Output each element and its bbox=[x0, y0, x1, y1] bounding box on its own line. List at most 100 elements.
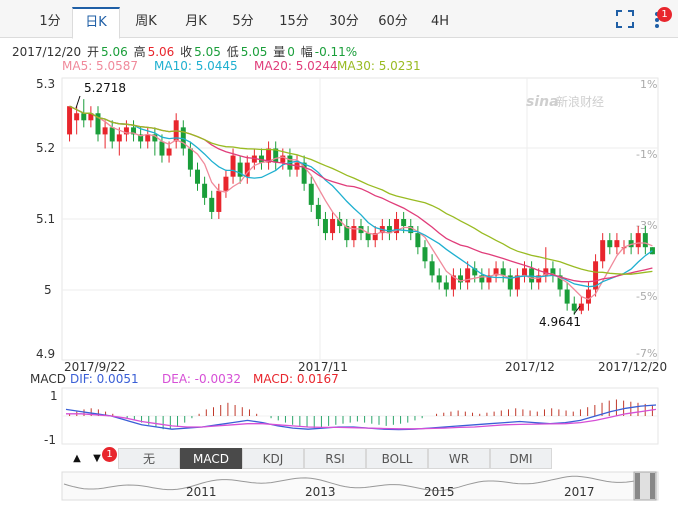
indicator-badge: 1 bbox=[102, 447, 117, 462]
candle-body bbox=[330, 219, 336, 234]
y-tick-5.1: 5.1 bbox=[36, 212, 55, 226]
candle-body bbox=[337, 219, 343, 227]
candle-body bbox=[266, 148, 272, 163]
sina-logo-mark: sina bbox=[526, 94, 559, 110]
dea-line bbox=[66, 408, 657, 430]
change-value: -0.11% bbox=[314, 45, 358, 59]
candle-body bbox=[450, 275, 456, 290]
indicator-rsi[interactable]: RSI bbox=[304, 448, 366, 469]
y-tick-4.9: 4.9 bbox=[36, 347, 55, 361]
candle-body bbox=[74, 113, 80, 121]
pct-tick-m1: -1% bbox=[636, 148, 657, 161]
indicator-boll[interactable]: BOLL bbox=[366, 448, 428, 469]
indicator-kdj[interactable]: KDJ bbox=[242, 448, 304, 469]
macd-tick-1: 1 bbox=[50, 389, 58, 403]
candle-body bbox=[514, 275, 520, 290]
candle-body bbox=[258, 155, 264, 163]
tab-30min[interactable]: 30分 bbox=[329, 14, 359, 29]
macd-tick-m1: -1 bbox=[44, 433, 56, 447]
candle-body bbox=[401, 219, 407, 227]
ma10-value: MA10: 5.0445 bbox=[154, 59, 238, 73]
low-value: 5.05 bbox=[240, 45, 268, 59]
candle-body bbox=[628, 240, 634, 248]
nav-label-2017: 2017 bbox=[564, 485, 595, 499]
navigator-handle-right[interactable] bbox=[650, 473, 655, 499]
candle-body bbox=[301, 162, 307, 184]
candle-body bbox=[649, 247, 655, 255]
candle-body bbox=[230, 155, 236, 177]
candle-body bbox=[465, 268, 471, 283]
candle-body bbox=[351, 226, 357, 241]
ma20-value: MA20: 5.0244 bbox=[254, 59, 338, 73]
macd-lines bbox=[65, 404, 657, 431]
candle-body bbox=[386, 226, 392, 234]
tab-1min[interactable]: 1分 bbox=[39, 14, 61, 29]
fullscreen-icon[interactable] bbox=[615, 10, 635, 30]
tab-4h[interactable]: 4H bbox=[430, 14, 450, 29]
tab-weekly-k[interactable]: 周K bbox=[135, 14, 157, 29]
candle-body bbox=[500, 268, 506, 276]
candle-body bbox=[593, 261, 599, 290]
indicator-none[interactable]: 无 bbox=[118, 448, 180, 469]
ma-legend: MA5: 5.0587 MA10: 5.0445 MA20: 5.0244 MA… bbox=[0, 59, 678, 75]
candle-body bbox=[365, 233, 371, 241]
candle-body bbox=[116, 134, 122, 142]
candle-body bbox=[493, 268, 499, 276]
x-label-end: 2017/12/20 bbox=[598, 360, 667, 374]
macd-value: MACD: 0.0167 bbox=[253, 372, 339, 386]
macd-histogram bbox=[69, 399, 653, 430]
candle-body bbox=[344, 226, 350, 241]
indicator-macd[interactable]: MACD bbox=[180, 448, 242, 469]
high-label: 高 bbox=[133, 45, 146, 59]
candle-body bbox=[166, 148, 172, 156]
candle-body bbox=[216, 190, 222, 212]
candle-body bbox=[159, 141, 165, 156]
nav-label-2013: 2013 bbox=[305, 485, 336, 499]
open-value: 5.06 bbox=[101, 45, 128, 59]
move-down-button[interactable]: ▼ bbox=[93, 453, 101, 464]
nav-label-2011: 2011 bbox=[186, 485, 217, 499]
candle-body bbox=[571, 303, 577, 311]
tab-daily-k[interactable]: 日K bbox=[72, 7, 120, 39]
candle-body bbox=[131, 127, 137, 135]
candle-body bbox=[607, 240, 613, 248]
navigator-handle-left[interactable] bbox=[635, 473, 640, 499]
indicator-wr[interactable]: WR bbox=[428, 448, 490, 469]
candle-body bbox=[443, 282, 449, 290]
pct-tick-m7: -7% bbox=[636, 347, 657, 360]
date-value: 2017/12/20 bbox=[12, 45, 82, 59]
candle-body bbox=[123, 127, 129, 135]
tab-60min[interactable]: 60分 bbox=[378, 14, 408, 29]
open-label: 开 bbox=[87, 45, 100, 59]
candle-body bbox=[472, 268, 478, 276]
candle-body bbox=[642, 233, 648, 248]
candle-body bbox=[315, 204, 321, 219]
period-tab-bar: 1分 日K 周K 月K 5分 15分 30分 60分 4H 1 bbox=[0, 0, 678, 39]
ma30-value: MA30: 5.0231 bbox=[337, 59, 421, 73]
candle-body bbox=[67, 106, 73, 135]
indicator-dmi[interactable]: DMI bbox=[490, 448, 552, 469]
y-tick-5: 5 bbox=[44, 283, 52, 297]
candle-body bbox=[486, 275, 492, 283]
candle-body bbox=[536, 275, 542, 283]
candle-body bbox=[308, 183, 314, 205]
max-price-label: 5.2718 bbox=[84, 81, 126, 95]
ma20-line bbox=[69, 105, 653, 283]
dif-value: DIF: 0.0051 bbox=[70, 372, 139, 386]
move-up-button[interactable]: ▲ bbox=[73, 453, 81, 464]
tab-monthly-k[interactable]: 月K bbox=[185, 14, 207, 29]
volume-value: 0 bbox=[287, 45, 295, 59]
indicator-tabs: 无 MACD KDJ RSI BOLL WR DMI bbox=[62, 448, 658, 469]
low-label: 低 bbox=[226, 45, 239, 59]
sina-logo: sina 新浪财经 bbox=[526, 94, 604, 110]
tab-5min[interactable]: 5分 bbox=[232, 14, 254, 29]
max-price-pointer bbox=[75, 95, 81, 109]
candle-body bbox=[415, 233, 421, 248]
navigator-series bbox=[63, 475, 657, 492]
tab-15min[interactable]: 15分 bbox=[279, 14, 309, 29]
candlestick-series bbox=[67, 99, 655, 315]
navigator[interactable] bbox=[61, 471, 659, 501]
candle-body bbox=[102, 127, 108, 135]
candle-body bbox=[564, 289, 570, 304]
